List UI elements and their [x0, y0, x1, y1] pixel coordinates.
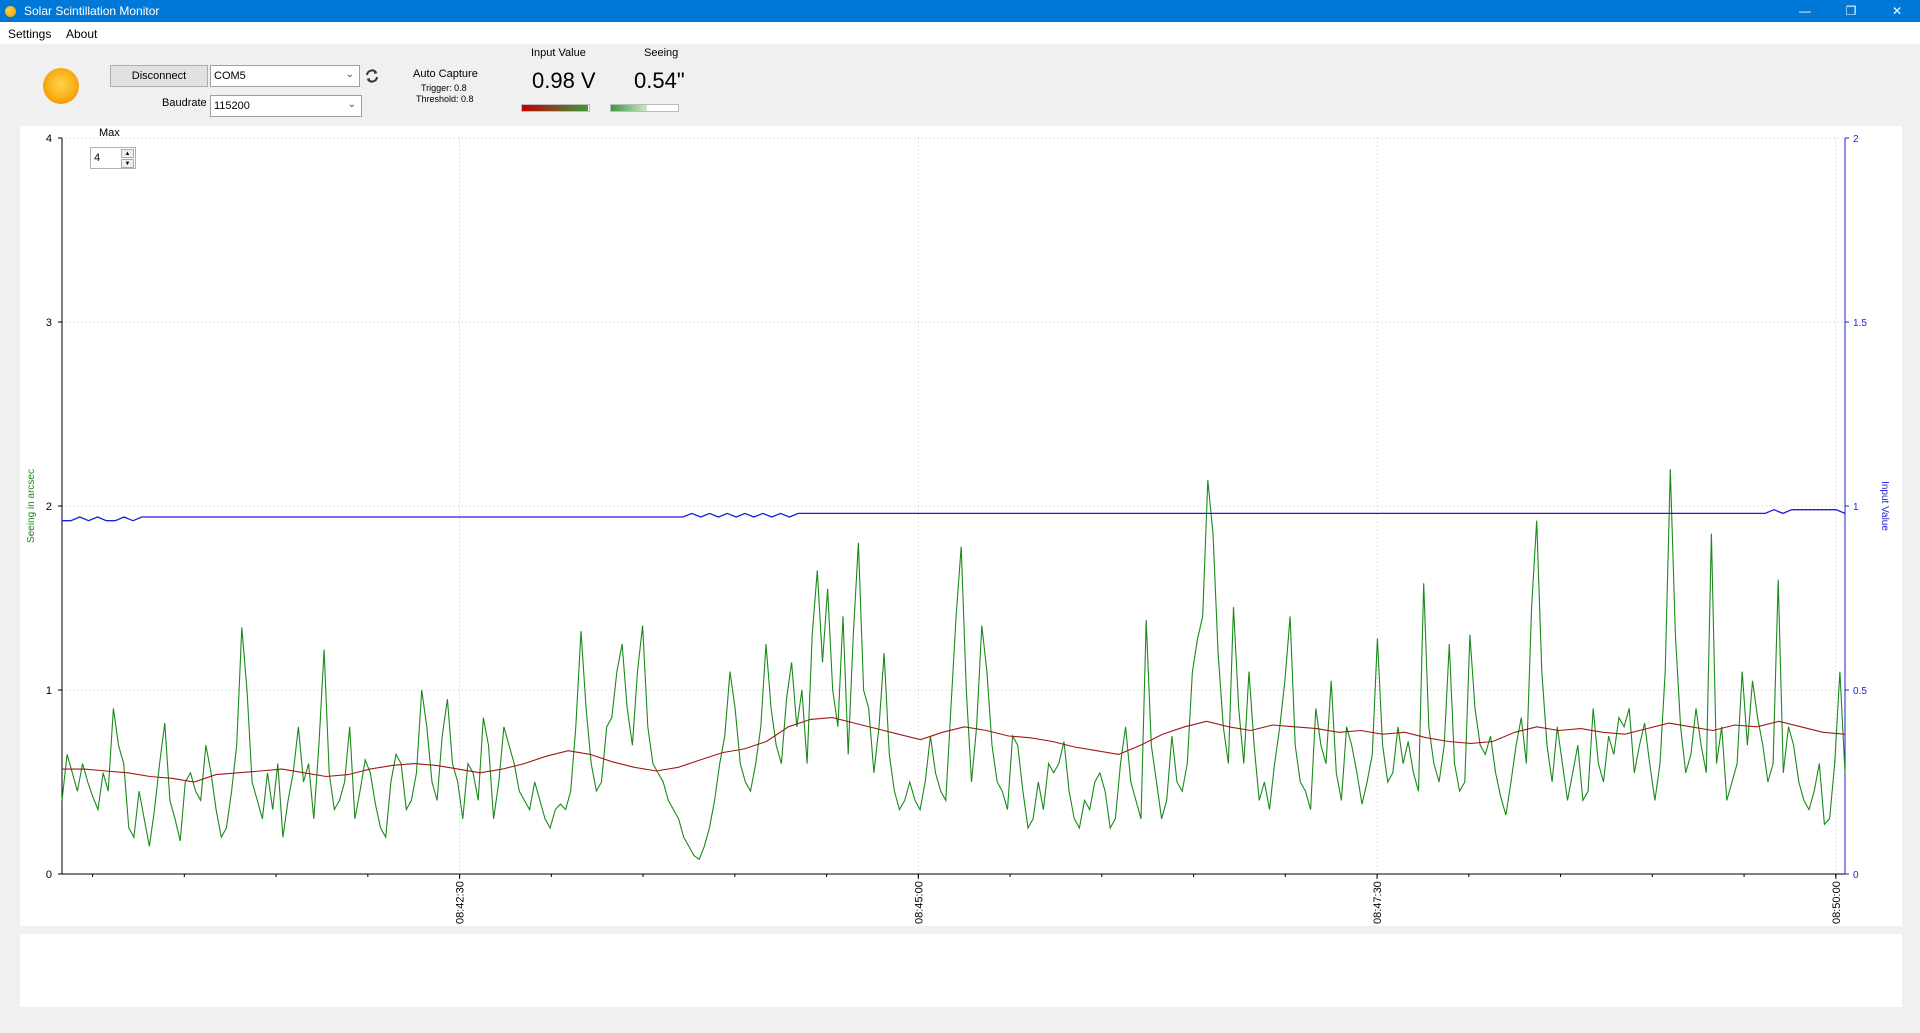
- restore-icon[interactable]: ❐: [1845, 4, 1857, 18]
- auto-capture-trigger: Trigger: 0.8: [421, 83, 467, 93]
- seeing-readout: 0.54": [634, 68, 685, 93]
- y2-tick-label: 2: [1853, 134, 1859, 145]
- max-spinbox[interactable]: 4 ▲ ▼: [90, 147, 136, 169]
- refresh-icon: [366, 69, 378, 83]
- x-tick-label: 08:42:30: [455, 881, 467, 924]
- y-axis-title: Seeing in arcsec: [26, 469, 37, 543]
- sun-status-icon: [43, 68, 79, 104]
- y-tick-label: 0: [46, 869, 52, 881]
- spin-up-icon[interactable]: ▲: [121, 149, 134, 158]
- chevron-down-icon: ⌄: [345, 69, 354, 80]
- baudrate-label: Baudrate: [162, 97, 207, 109]
- refresh-ports-button[interactable]: [362, 65, 382, 87]
- menu-settings[interactable]: Settings: [8, 27, 52, 41]
- auto-capture-title: Auto Capture: [413, 68, 478, 80]
- y2-tick-label: 1: [1853, 502, 1859, 513]
- seeing-meter: [610, 104, 679, 112]
- chevron-down-icon: ⌄: [347, 99, 356, 110]
- y2-tick-label: 1.5: [1853, 318, 1867, 329]
- seeing-label: Seeing: [644, 47, 679, 59]
- baudrate-value: 115200: [214, 100, 250, 112]
- chart-svg: 0 1 2 3 4 0 0.5 1 1.5 2 08:42:30 08:45:00 08:47:30 08…: [26, 133, 1890, 924]
- y2-tick-label: 0.5: [1853, 686, 1867, 697]
- y2-tick-label: 0: [1853, 870, 1859, 881]
- spin-down-icon[interactable]: ▼: [121, 159, 134, 168]
- y2-axis-title: Input Value: [1879, 481, 1890, 531]
- input-value-readout: 0.98 V: [532, 68, 596, 93]
- y-tick-label: 3: [46, 317, 52, 329]
- max-value: 4: [94, 152, 101, 164]
- baudrate-select[interactable]: 115200 ⌄: [210, 95, 362, 117]
- app-sun-icon: [5, 6, 16, 17]
- x-tick-label: 08:50:00: [1831, 881, 1843, 924]
- y-tick-label: 1: [46, 685, 52, 697]
- close-icon[interactable]: ✕: [1891, 4, 1903, 18]
- input-value-meter-fill: [522, 105, 588, 111]
- y-tick-label: 4: [46, 133, 52, 145]
- input-value-meter: [521, 104, 590, 112]
- input-series-line: [62, 508, 1846, 522]
- disconnect-button[interactable]: Disconnect: [110, 65, 208, 87]
- x-tick-label: 08:47:30: [1372, 881, 1384, 924]
- title-bar: Solar Scintillation Monitor — ❐ ✕: [0, 0, 1920, 22]
- port-select[interactable]: COM5 ⌄: [210, 65, 360, 87]
- seeing-series-line: [61, 469, 1846, 861]
- seeing-meter-fill: [611, 105, 648, 111]
- log-panel: [20, 934, 1902, 1007]
- average-series-line: [62, 717, 1846, 783]
- menu-bar: Settings About: [0, 22, 1920, 44]
- seeing-chart: 0 1 2 3 4 0 0.5 1 1.5 2 08:42:30 08:45:00 08:47:30 08…: [20, 126, 1902, 926]
- window-title: Solar Scintillation Monitor: [24, 4, 160, 18]
- max-label: Max: [99, 127, 120, 139]
- y-tick-label: 2: [46, 501, 52, 513]
- x-tick-label: 08:45:00: [913, 881, 925, 924]
- input-value-label: Input Value: [531, 47, 586, 59]
- port-value: COM5: [214, 70, 246, 82]
- auto-capture-threshold: Threshold: 0.8: [416, 94, 474, 104]
- menu-about[interactable]: About: [66, 27, 98, 41]
- minimize-icon[interactable]: —: [1799, 4, 1811, 18]
